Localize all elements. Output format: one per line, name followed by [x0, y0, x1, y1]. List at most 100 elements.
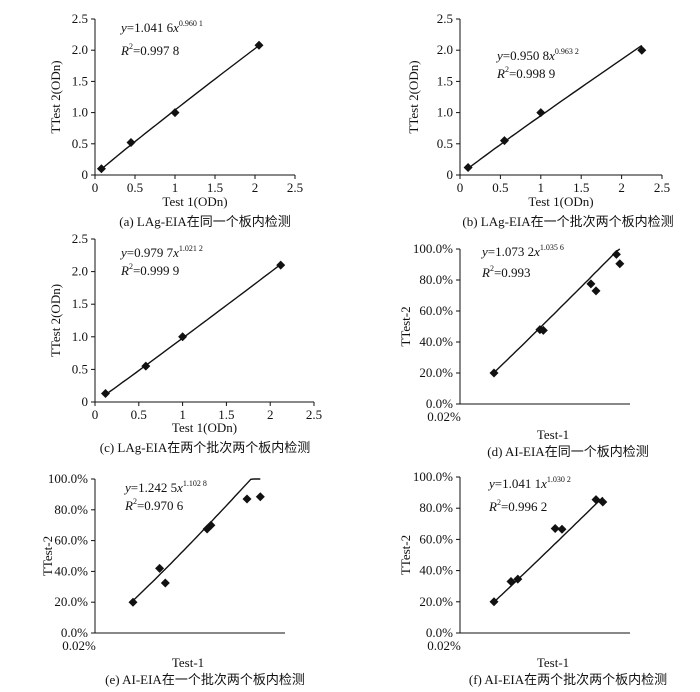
- fit-equation: y=0.979 7x1.021 2: [119, 244, 203, 260]
- x-tick-label: 0: [92, 180, 99, 195]
- y-tick-label: 20.0%: [419, 365, 453, 380]
- y-axis-label: TTest-2: [398, 535, 413, 575]
- panel-caption: (c) LAg-EIA在两个批次两个板内检测: [100, 440, 311, 455]
- x-tick-label: 2: [618, 180, 625, 195]
- data-point: [513, 574, 523, 584]
- x-tick-label: 1.5: [218, 407, 234, 422]
- y-tick-label: 60.0%: [419, 531, 453, 546]
- r-squared: R2=0.970 6: [124, 497, 184, 513]
- data-point: [538, 325, 548, 335]
- data-point: [242, 494, 252, 504]
- data-point: [255, 492, 265, 502]
- x-tick-label: 1.5: [207, 180, 223, 195]
- panel-caption: (e) AI-EIA在一个批次两个板内检测: [105, 672, 305, 687]
- y-tick-label: 2.5: [72, 231, 88, 246]
- chart-panel-d: 0.0% 20.0% 40.0% 60.0% 80.0% 100.0% 0.02% Test-…: [398, 241, 649, 459]
- trend-line: [132, 478, 261, 602]
- trend-line: [493, 248, 621, 374]
- x-tick-label: 0.02%: [427, 638, 461, 653]
- data-point: [499, 136, 509, 146]
- x-axis-label: Test 1(ODn): [528, 194, 593, 209]
- data-point: [96, 164, 106, 174]
- r-squared: R2=0.998 9: [496, 65, 555, 81]
- fit-equation: y=1.242 5x1.102 8: [123, 479, 207, 495]
- y-tick-label: 40.0%: [419, 563, 453, 578]
- data-point: [591, 286, 601, 296]
- y-tick-label: 2.0: [72, 264, 88, 279]
- trend-line: [105, 263, 282, 396]
- x-tick-label: 2.5: [654, 180, 670, 195]
- r-squared: R2=0.999 9: [120, 262, 179, 278]
- trend-line: [100, 44, 260, 170]
- data-point: [128, 597, 138, 607]
- data-point: [637, 45, 647, 55]
- r-squared: R2=0.997 8: [120, 42, 179, 58]
- data-point: [126, 138, 136, 148]
- panel-caption: (a) LAg-EIA在同一个板内检测: [119, 214, 291, 229]
- data-point: [506, 577, 516, 587]
- x-axis-label: Test 1(ODn): [172, 420, 237, 435]
- x-tick-label: 0.02%: [427, 409, 461, 424]
- x-tick-label: 1: [179, 407, 186, 422]
- data-point: [598, 497, 608, 507]
- data-point: [611, 249, 621, 259]
- data-point: [155, 563, 165, 573]
- x-tick-label: 0: [457, 180, 464, 195]
- trend-line: [467, 44, 643, 170]
- y-tick-label: 0.0%: [426, 625, 453, 640]
- y-tick-label: 60.0%: [54, 533, 88, 548]
- data-point: [615, 259, 625, 269]
- y-tick-label: 1.0: [72, 105, 88, 120]
- y-axis-label: TTest-2: [398, 306, 413, 346]
- fit-equation: y=1.041 6x0.960 1: [119, 19, 203, 35]
- x-tick-label: 1: [538, 180, 545, 195]
- data-point: [489, 597, 499, 607]
- y-tick-label: 2.5: [72, 11, 88, 26]
- y-tick-label: 20.0%: [419, 594, 453, 609]
- data-point: [170, 108, 180, 118]
- y-tick-label: 0.0%: [426, 396, 453, 411]
- x-axis-label: Test 1(ODn): [162, 194, 227, 209]
- y-tick-label: 1.5: [72, 296, 88, 311]
- y-tick-label: 0.5: [72, 136, 88, 151]
- r-squared: R2=0.996 2: [488, 498, 547, 514]
- data-point: [489, 368, 499, 378]
- y-tick-label: 80.0%: [54, 502, 88, 517]
- data-point: [463, 163, 473, 173]
- y-tick-label: 40.0%: [54, 563, 88, 578]
- chart-panel-f: 0.0% 20.0% 40.0% 60.0% 80.0% 100.0% 0.02% Test-…: [398, 469, 667, 687]
- y-axis-label: TTest-2: [40, 536, 55, 576]
- x-tick-label: 1: [172, 180, 179, 195]
- y-tick-label: 2.5: [437, 11, 453, 26]
- data-point: [591, 495, 601, 505]
- x-axis-label: Test-1: [172, 655, 204, 670]
- data-point: [160, 578, 170, 588]
- y-axis-label: TTest 2(ODn): [406, 60, 421, 133]
- y-tick-label: 0.0%: [61, 625, 88, 640]
- y-axis-label: TTest 2(ODn): [48, 60, 63, 133]
- y-tick-label: 1.0: [72, 329, 88, 344]
- data-point: [536, 108, 546, 118]
- x-tick-label: 0.5: [127, 180, 143, 195]
- x-tick-label: 1.5: [573, 180, 589, 195]
- y-tick-label: 0.5: [72, 361, 88, 376]
- chart-panel-b: 0 0.5 1.0 1.5 2.0 2.5 0 0.5 1 1.5 2 2.5 Test 1(ODn) T…: [406, 11, 674, 229]
- y-tick-label: 60.0%: [419, 303, 453, 318]
- x-axis-label: Test-1: [537, 427, 569, 442]
- y-tick-label: 0.5: [437, 136, 453, 151]
- panel-caption: (d) AI-EIA在同一个板内检测: [487, 444, 648, 459]
- y-tick-label: 20.0%: [54, 594, 88, 609]
- panel-caption: (f) AI-EIA在两个批次两个板内检测: [469, 672, 667, 687]
- chart-panel-e: 0.0% 20.0% 40.0% 60.0% 80.0% 100.0% 0.02% Test-…: [40, 471, 305, 687]
- y-tick-label: 1.0: [437, 105, 453, 120]
- x-tick-label: 0: [92, 407, 99, 422]
- trend-line: [493, 496, 604, 603]
- x-tick-label: 2.5: [306, 407, 322, 422]
- chart-panel-c: 0 0.5 1.0 1.5 2.0 2.5 0 0.5 1 1.5 2 2.5 Test 1(ODn) T…: [48, 231, 322, 455]
- panel-caption: (b) LAg-EIA在一个批次两个板内检测: [462, 214, 673, 229]
- data-point: [254, 40, 264, 50]
- data-point: [557, 524, 567, 534]
- data-point: [206, 520, 216, 530]
- y-tick-label: 0: [447, 167, 454, 182]
